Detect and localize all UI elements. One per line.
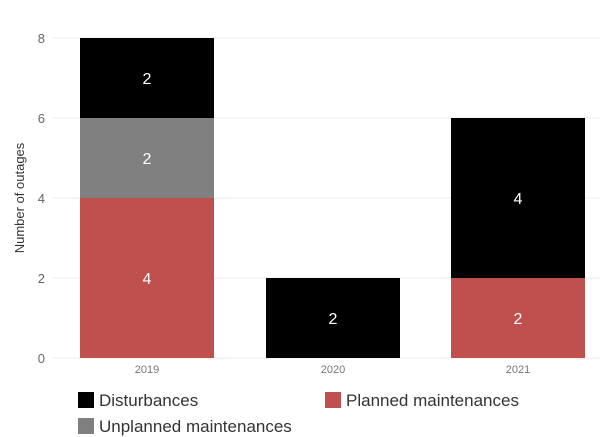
x-axis-ticks: 2019 2020 2021	[135, 364, 530, 376]
legend-entry-label: Planned maintenances	[346, 391, 519, 410]
y-tick-label: 6	[38, 111, 45, 126]
legend-swatch	[78, 392, 94, 408]
y-tick-label: 0	[38, 351, 45, 366]
data-label: 2	[329, 311, 338, 328]
data-label: 2	[514, 311, 523, 328]
y-tick-label: 4	[38, 191, 45, 206]
legend-swatch	[325, 392, 341, 408]
data-label: 2	[143, 151, 152, 168]
x-tick-label: 2020	[321, 364, 345, 376]
bar-2021-planned-maintenances	[451, 278, 585, 358]
legend-swatch	[78, 418, 94, 434]
data-label: 4	[143, 271, 152, 288]
bar-2021-disturbances	[451, 118, 585, 278]
bar-2019-unplanned-maintenances	[80, 118, 214, 198]
x-tick-label: 2019	[135, 364, 159, 376]
bars: 4 2 2 2 2 4	[80, 38, 585, 358]
y-axis-ticks: 0 2 4 6 8	[38, 31, 45, 366]
bar-2019-disturbances	[80, 38, 214, 118]
bar-2020-disturbances	[266, 278, 400, 358]
data-label: 2	[143, 71, 152, 88]
legend-entry-label: Disturbances	[99, 391, 198, 410]
y-tick-label: 8	[38, 31, 45, 46]
legend: Disturbances Planned maintenances Unplanne…	[78, 391, 519, 436]
legend-entry-label: Unplanned maintenances	[99, 417, 292, 436]
y-axis-title: Number of outages	[12, 142, 27, 253]
bar-2019-planned-maintenances	[80, 198, 214, 358]
y-tick-label: 2	[38, 271, 45, 286]
data-label: 4	[514, 191, 523, 208]
x-tick-label: 2021	[506, 364, 530, 376]
